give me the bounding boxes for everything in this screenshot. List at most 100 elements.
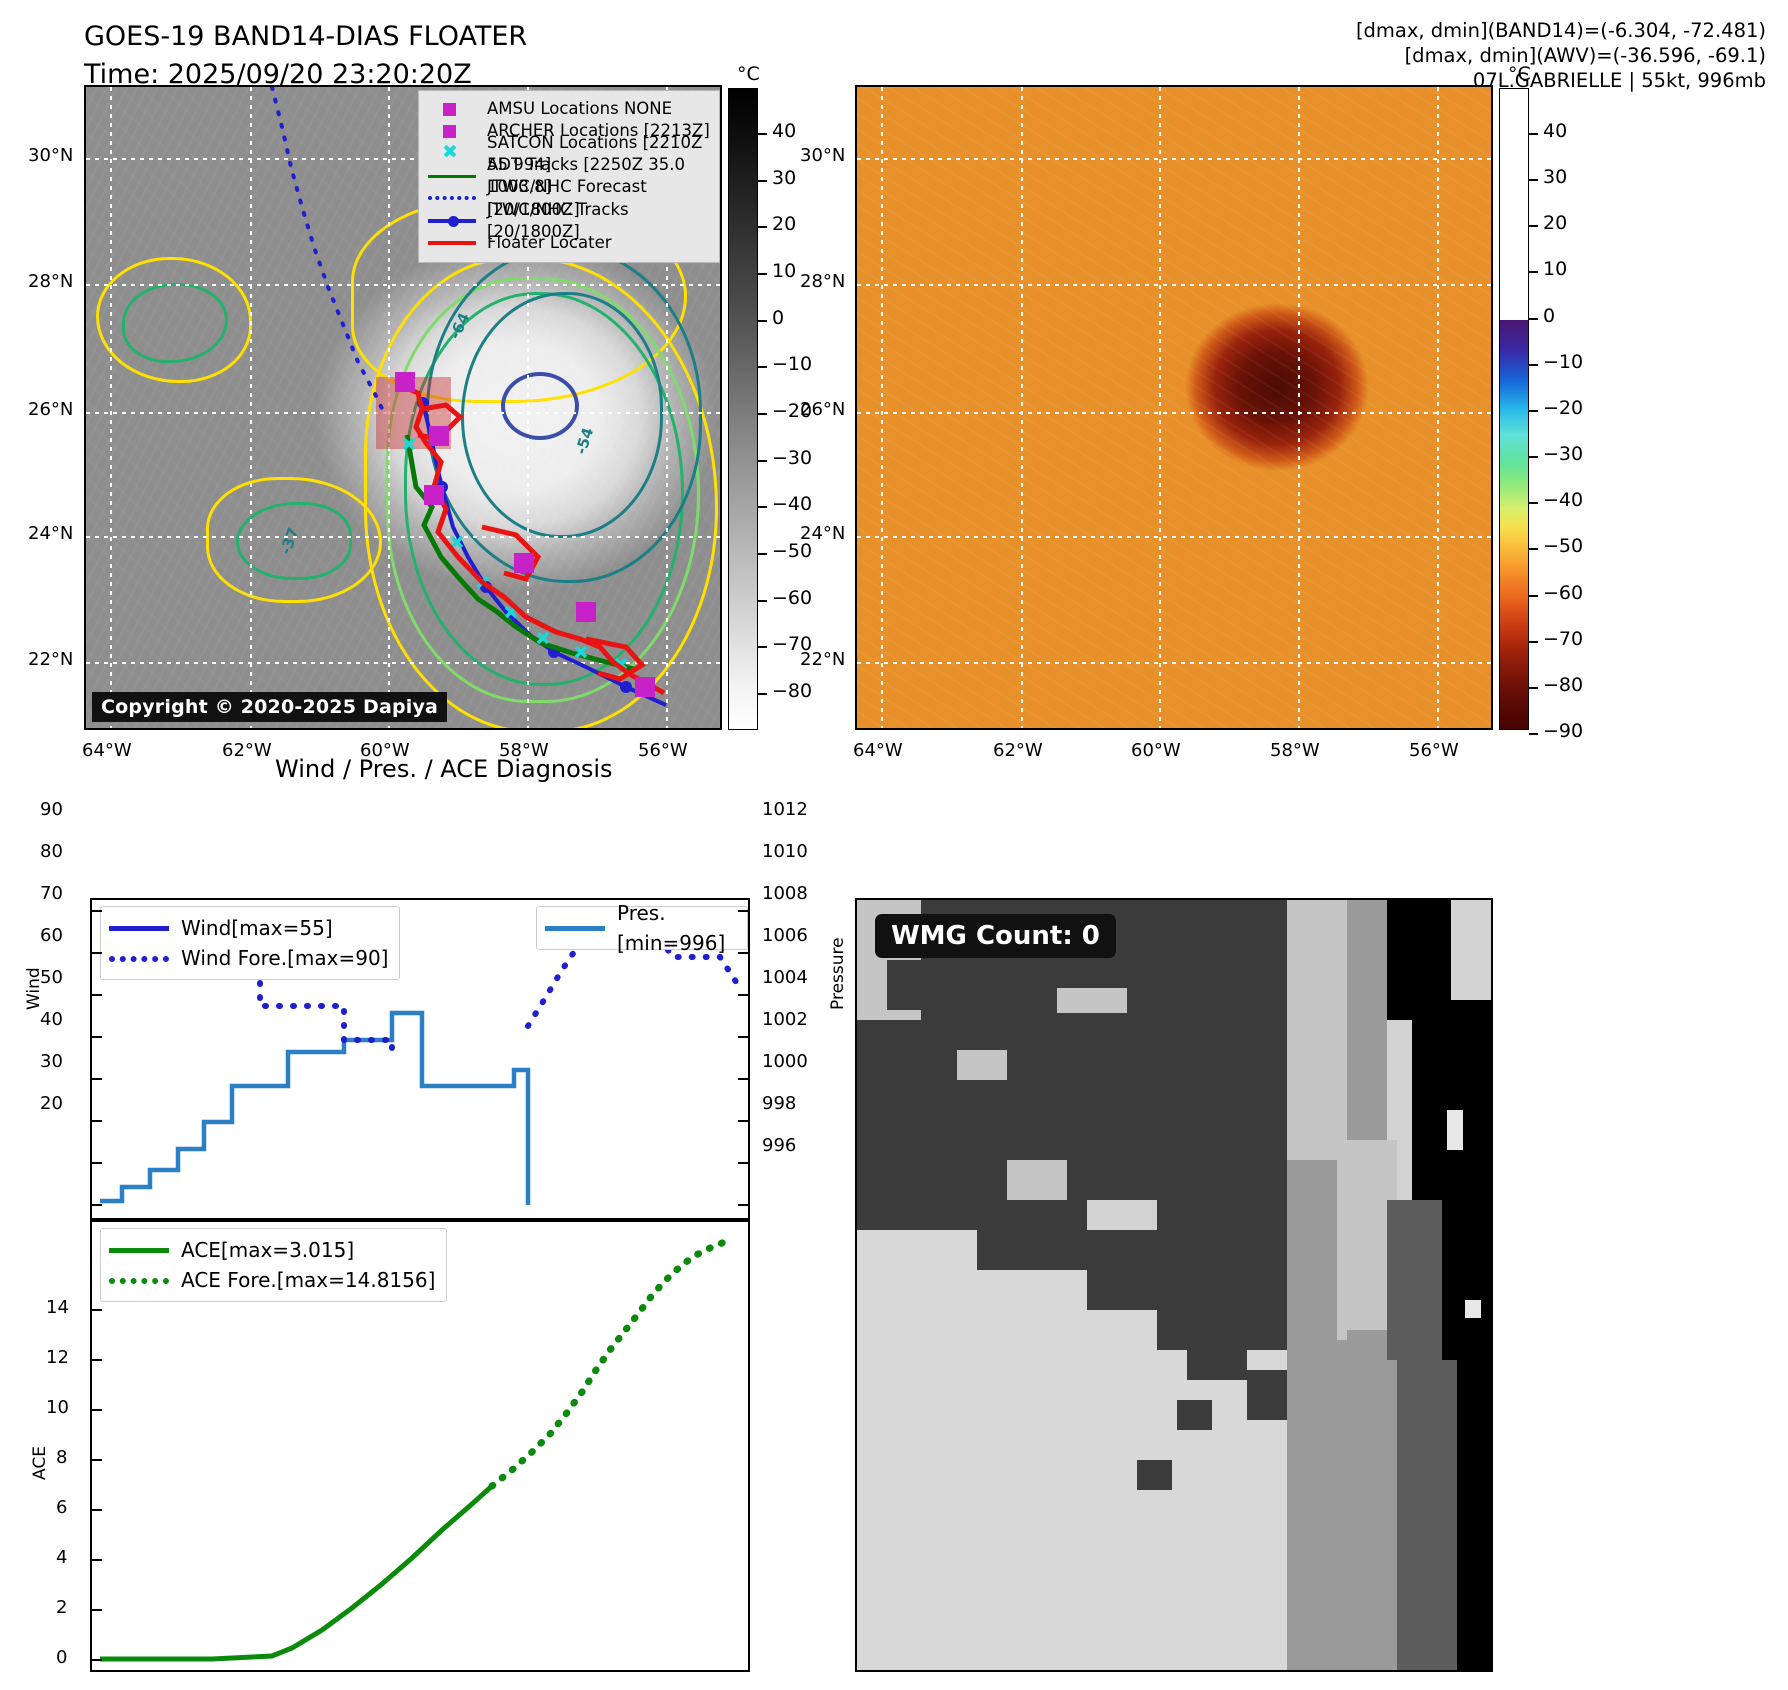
pressure-ytick: 1000 [762,1051,808,1072]
wind-observed-series [100,1010,531,1205]
colorbar-tick [1529,271,1538,274]
product-title: GOES-19 BAND14-DIAS FLOATER [84,21,528,52]
wmg-region [887,960,942,1010]
axis-tick [738,910,748,912]
dotted-line-icon [109,954,169,962]
colorbar-tick-label: 20 [772,213,797,236]
lat-gridline [86,284,720,286]
legend-item-satcon: ✖ SATCON Locations [2210Z 55 994] [426,133,710,174]
colorbar-tick [1529,456,1538,459]
legend-label: ADT Tracks [2250Z 35.0 1003.8] [487,154,686,197]
colorbar-tick [1529,317,1538,320]
solid-line-icon [109,924,169,932]
colorbar-tick-label: 40 [772,120,797,142]
contour-blue [501,372,579,440]
pressure-chart-legend: Pres.[min=996] [536,901,748,955]
legend-label: ARCHER Locations [2213Z] [487,121,710,141]
wind-axis-label: Wind [24,967,44,1010]
ir-lat-tick: 28°N [28,271,74,292]
copyright-badge: Copyright © 2020-2025 Dapiya [92,692,448,722]
colorbar-tick-label: 10 [1543,258,1568,281]
axis-tick [738,1078,748,1080]
axis-tick [738,994,748,996]
wmg-region [1465,1300,1481,1318]
header-stats: [dmax, dmin](BAND14)=(-6.304, -72.481) [… [1356,18,1766,93]
ir-satellite-map[interactable]: -64 -54 -37 [84,85,722,730]
ir-lon-tick: 56°W [638,740,688,761]
solid-line-icon [545,924,605,932]
colorbar-tick-label: −70 [772,633,813,656]
colorbar-tick-label: −80 [772,680,813,702]
legend-label: Wind[max=55] [181,916,333,940]
ace-forecast-series [488,1236,732,1490]
ir-map-legend: AMSU Locations NONE ARCHER Locations [22… [418,90,720,263]
line-with-dot-icon [426,214,478,229]
axis-tick [92,952,102,954]
colorbar-tick-label: 30 [1543,166,1568,189]
dotted-line-icon [426,191,478,206]
awv-color-map[interactable] [855,85,1493,730]
lon-gridline [110,87,112,728]
colorbar-tick [758,413,767,415]
wind-ytick: 90 [40,799,63,820]
ace-plot [100,1236,732,1662]
axis-tick [92,1162,102,1164]
colorbar-tick-label: −40 [1543,489,1584,512]
wmg-region [1447,1110,1463,1150]
lon-gridline [1159,87,1161,728]
colorbar-tick [758,226,767,229]
wind-ytick: 30 [40,1051,63,1072]
wind-pressure-chart[interactable]: Wind[max=55] Wind Fore.[max=90] Pres.[mi… [90,898,750,1220]
solid-line-icon [426,169,478,184]
lon-gridline [1021,87,1023,728]
lat-gridline [857,536,1491,538]
ir-lon-tick: 64°W [82,740,132,761]
colorbar-tick [758,273,767,275]
pressure-ytick: 1002 [762,1009,808,1030]
archer-markers [395,372,655,697]
colorbar-tick-label: −20 [772,400,813,422]
wmg-map[interactable]: WMG Count: 0 [855,898,1493,1672]
colorbar-tick [758,506,767,509]
legend-item-amsu: AMSU Locations NONE [426,98,710,120]
axis-tick [92,1409,102,1411]
axis-tick [738,1162,748,1164]
legend-item-ace-forecast: ACE Fore.[max=14.8156] [109,1265,435,1295]
colorbar-tick-label: 20 [1543,212,1568,235]
colorbar-tick-label: −70 [1543,627,1584,650]
lon-gridline [666,87,668,728]
grey-colorbar [728,88,758,730]
jtwc-forecast-track [270,87,388,419]
colorbar-tick [758,319,767,322]
colorbar-tick [1529,363,1538,366]
colorbar-tick [1529,502,1538,505]
colorbar-tick [758,366,767,369]
legend-label: JTWC/NHC Forecast [20/1800Z] [487,177,647,219]
axis-tick [92,1204,102,1206]
ir-lon-tick: 62°W [222,740,272,761]
wmg-region [1057,988,1127,1013]
dmax-band14-text: [dmax, dmin](BAND14)=(-6.304, -72.481) [1355,19,1766,42]
dmax-awv-text: [dmax, dmin](AWV)=(-36.596, -69.1) [1404,44,1766,67]
axis-tick [92,1559,102,1561]
lon-gridline [250,87,252,728]
floater-locater-track [481,524,542,582]
pressure-axis-label: Pressure [828,937,848,1010]
awv-lat-tick: 22°N [800,649,846,670]
awv-lat-tick: 30°N [800,145,846,166]
solid-line-icon [109,1246,169,1254]
floater-locater-track [585,636,646,682]
ace-ytick: 12 [46,1347,69,1368]
adt-track [404,434,635,672]
wind-ytick: 40 [40,1009,63,1030]
wmg-region [1287,900,1347,1160]
colorbar-tick [758,646,767,649]
ace-chart[interactable]: ACE[max=3.015] ACE Fore.[max=14.8156] [90,1220,750,1672]
ace-chart-legend: ACE[max=3.015] ACE Fore.[max=14.8156] [100,1228,448,1302]
awv-lon-tick: 58°W [1270,740,1320,761]
colorbar-tick [758,459,767,462]
axis-tick [738,1204,748,1206]
colorbar-tick [1529,594,1538,597]
wind-ytick: 70 [40,883,63,904]
